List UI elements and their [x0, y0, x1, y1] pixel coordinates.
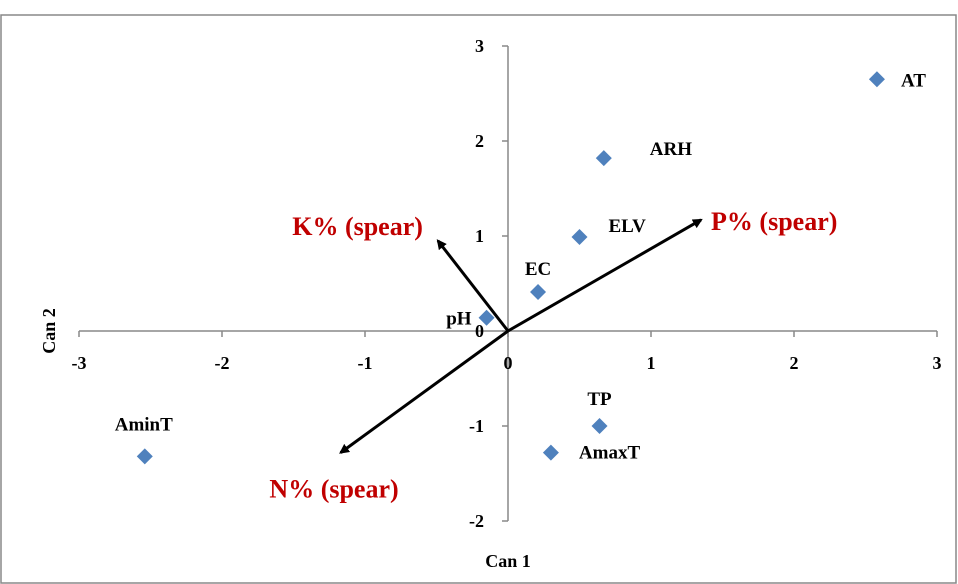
x-axis-title: Can 1 [485, 551, 531, 571]
x-tick-label: -2 [215, 353, 230, 373]
vector-label: N% (spear) [269, 475, 398, 504]
x-tick-label: 1 [647, 353, 656, 373]
data-point [868, 71, 885, 88]
vector-label: K% (spear) [292, 212, 423, 241]
y-tick-label: 3 [475, 36, 484, 56]
y-tick-label: 0 [475, 321, 484, 341]
data-point-label: pH [446, 309, 472, 330]
x-tick-labels: -3 -2 -1 0 1 2 3 [72, 331, 942, 373]
vectors: P% (spear) K% (spear) N% (spear) [269, 207, 837, 504]
data-point-label: AT [901, 70, 926, 91]
x-tick-label: -3 [72, 353, 87, 373]
x-tick-label: -1 [358, 353, 373, 373]
data-point [595, 150, 612, 167]
vector-arrow [339, 329, 509, 454]
y-tick-label: -2 [469, 511, 484, 531]
data-point [136, 448, 153, 465]
data-point [478, 309, 495, 326]
data-point [591, 418, 608, 434]
data-point-label: ARH [650, 139, 692, 160]
data-point-label: ELV [609, 216, 647, 237]
vector-arrow [436, 239, 510, 332]
y-tick-label: -1 [469, 416, 484, 436]
data-point-label: AmaxT [579, 443, 641, 464]
x-tick-label: 3 [933, 353, 942, 373]
x-tick-label: 2 [790, 353, 799, 373]
data-point [571, 228, 588, 245]
data-point-label: EC [525, 259, 551, 280]
vector-arrow [507, 218, 703, 333]
vector-label: P% (spear) [711, 207, 837, 236]
y-axis-title: Can 2 [39, 308, 59, 354]
data-point [530, 284, 547, 301]
x-tick-label: 0 [504, 353, 513, 373]
data-point-label: AminT [115, 414, 173, 435]
y-tick-label: 2 [475, 131, 484, 151]
chart-frame [0, 14, 957, 584]
data-point-label: TP [587, 389, 612, 410]
data-points: AT ARH ELV EC pH TP AmaxT AminT [115, 70, 926, 465]
data-point [542, 444, 559, 461]
y-tick-labels: -2 -1 0 1 2 3 [469, 36, 508, 531]
y-tick-label: 1 [475, 226, 484, 246]
